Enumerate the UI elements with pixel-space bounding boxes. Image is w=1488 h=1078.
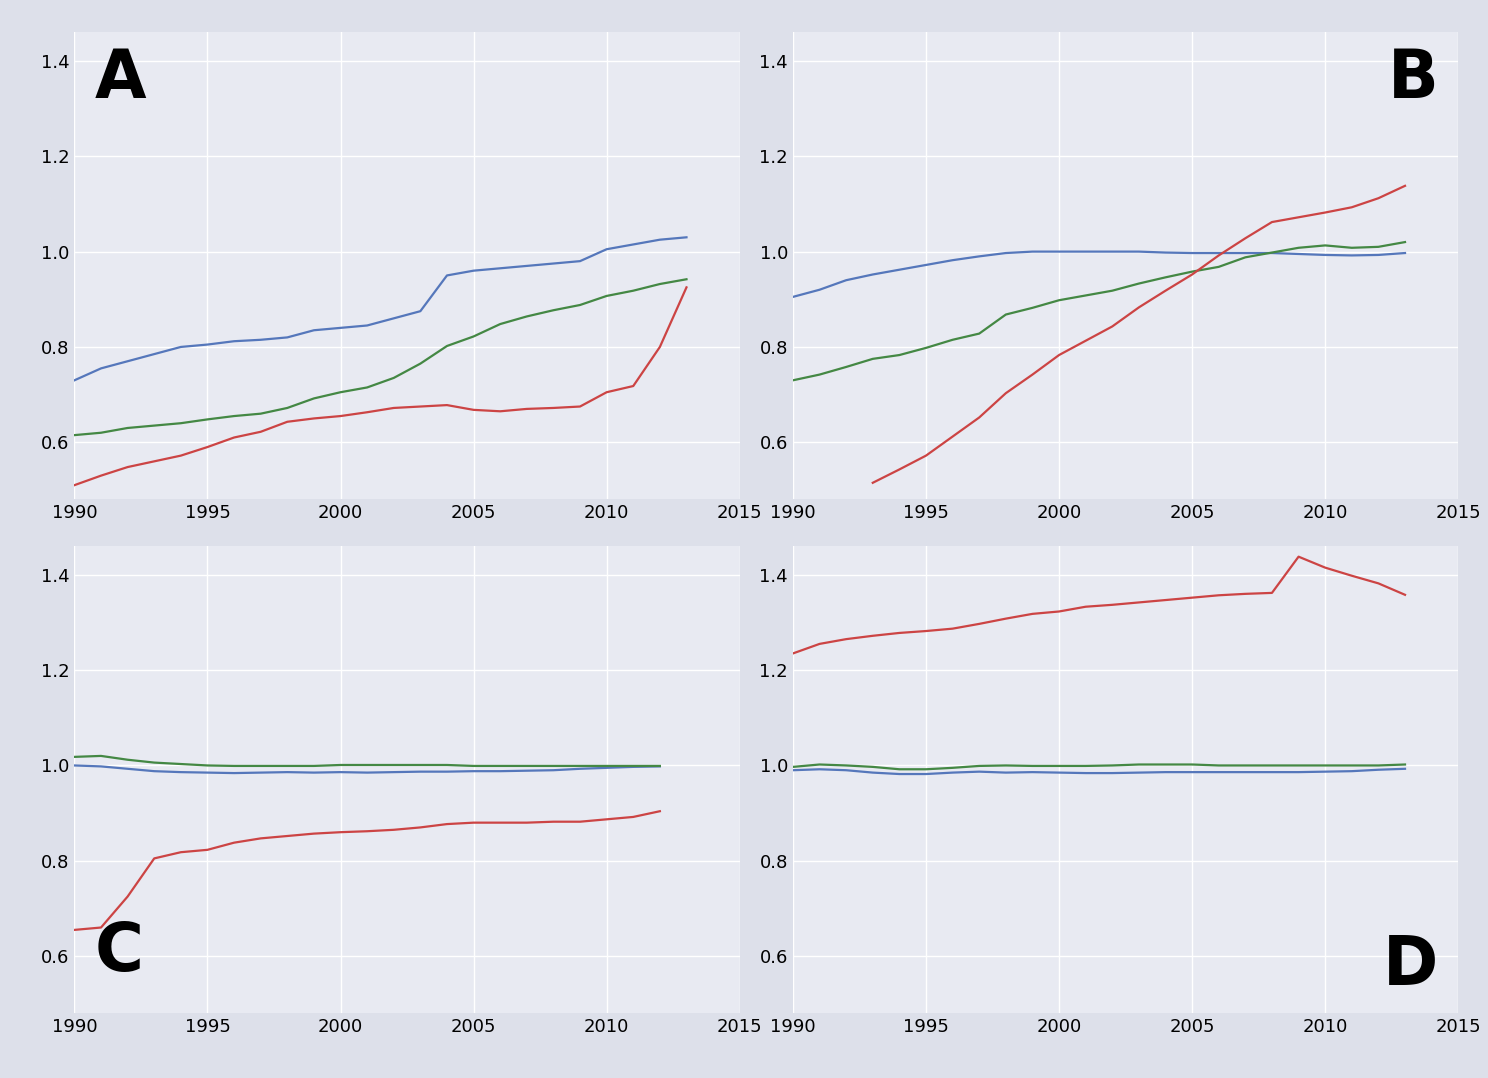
Text: A: A [94,46,146,112]
Text: B: B [1387,46,1439,112]
Text: C: C [94,920,143,985]
Text: D: D [1382,934,1439,999]
